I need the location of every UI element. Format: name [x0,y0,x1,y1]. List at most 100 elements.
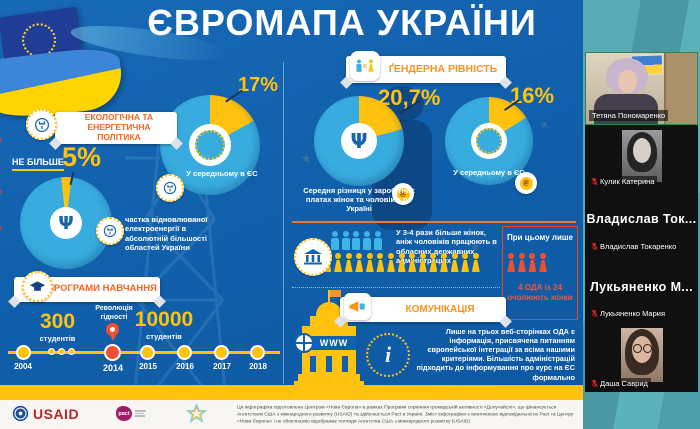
muted-mic-icon [591,242,598,251]
education-banner-label: ПРОГРАМИ НАВЧАННЯ [47,283,157,295]
participant-name-label: Тетяна Пономаренко [589,110,669,121]
shared-screen-infographic: ★ ★ ★ ★ ★ ★ ★ ЄВРОМАПА УКРАЇНИ ЕКОЛОГІЧН… [0,0,583,429]
woman-icon [398,253,406,273]
building-column [326,356,332,372]
woman-icon [518,253,526,273]
timeline-dot-2016 [177,345,192,360]
government-building-icon [294,238,332,276]
pie-donut-hole [189,124,231,166]
woman-icon [355,253,363,273]
oda-callout-box: При цьому лише 4 ОДА із 24 очолюють жінк… [502,226,578,320]
participant-tile-photo[interactable]: Даша Саврид [585,322,698,392]
woman-icon [369,60,374,73]
participant-name: Лукьяненко Мария [600,309,666,318]
globe-icon [294,333,314,353]
woman-icon [429,253,437,273]
building-dome [316,302,342,316]
eu-stars-circle [195,130,225,160]
pact-mark: pact [116,406,132,421]
pact-tagline-lines [135,409,146,418]
woman-icon [334,253,342,273]
building-base [294,381,364,388]
timeline-dot-small [68,348,75,355]
participant-tile-text[interactable]: Лукьяненко М... Лукьяненко Мария [585,255,698,322]
callout-fact: 4 ОДА із 24 очолюють жінки [507,283,573,302]
pie-chart-ua-renewable-energy: Ψ [20,177,112,269]
office-door [664,53,697,124]
participant-face [618,70,637,93]
money-icon: ₴ [515,172,537,194]
graduation-cap-icon [22,271,53,302]
star-decoration: ★ [0,189,4,196]
flag-icon [328,290,330,304]
plug-icon [26,109,57,140]
timeline-dot-2004 [16,345,31,360]
trident-emblem: Ψ [50,207,82,239]
man-icon [356,60,362,73]
gender-banner: ҐЕНДЕРНА РІВНІСТЬ [346,56,506,83]
footer-disclaimer: Ця інфографіка підготовлена Центром «Нов… [237,404,574,425]
timeline-dot-small [58,348,65,355]
star-program-logo [186,403,207,424]
participant-name-label: Кулик Катерина [588,176,658,187]
timeline-dot-2018 [250,345,265,360]
eu-energy-label: У середньому в ЄС [186,169,258,178]
usaid-wordmark: USAID [33,405,80,422]
woman-icon [387,253,395,273]
timeline-dot-2017 [214,345,229,360]
star-decoration: ★ [300,150,313,166]
participant-big-name: Лукьяненко М... [589,280,694,294]
man-icon [373,231,382,251]
participant-tile-photo[interactable]: Кулик Катерина [585,125,698,190]
section-divider [292,221,576,223]
star-decoration: ★ [0,137,4,144]
pie-chart-eu-paygap [445,97,533,185]
participant-tile-text[interactable]: Владислав Ток... Владислав Токаренко [585,190,698,255]
ukraine-flag-image [0,44,126,122]
milestone-value: 300 [39,310,76,333]
avatar [621,328,663,382]
woman-icon [539,253,547,273]
muted-mic-icon [591,177,598,186]
milestone-300-students: 300 студентів [30,311,85,343]
gender-banner-label: ҐЕНДЕРНА РІВНІСТЬ [388,63,498,76]
eu-paygap-value: 16% [510,83,555,108]
woman-icon [376,253,384,273]
participant-name-label: Лукьяненко Мария [588,308,669,319]
building-attic [310,316,348,326]
trident-emblem: Ψ [341,123,377,159]
megaphone-icon [344,293,371,320]
building-column [342,356,348,372]
avatar-face [632,336,652,363]
woman-icon [419,253,427,273]
woman-icon [461,253,469,273]
woman-icon [408,253,416,273]
year-label: 2015 [139,362,157,371]
government-website-building: WWW [294,290,366,400]
man-icon [352,231,361,251]
pact-logo: pact [116,406,146,421]
milestone-value: 10000 [134,308,194,331]
pie-donut-hole [471,123,507,159]
man-icon [331,231,340,251]
milestone-unit: студентів [39,334,76,343]
man-icon [363,231,372,251]
woman-icon [528,253,536,273]
participant-name: Тетяна Пономаренко [592,111,666,120]
dotted-divider [292,287,500,288]
avatar-face [633,138,651,163]
building-base [298,374,360,381]
callout-intro: При цьому лише [507,233,573,242]
woman-icon [472,253,480,273]
map-pin-icon [106,323,119,341]
yellow-divider-bar [0,385,583,400]
participant-tile-video[interactable]: Тетяна Пономаренко [585,52,698,125]
eu-energy-value: 17% [238,74,279,96]
woman-icon [507,253,515,273]
star-decoration: ★ [0,225,4,232]
women-leaders-row [506,253,548,273]
men-row [330,231,383,251]
timeline-dot-small [48,348,55,355]
info-icon: i [366,333,410,377]
